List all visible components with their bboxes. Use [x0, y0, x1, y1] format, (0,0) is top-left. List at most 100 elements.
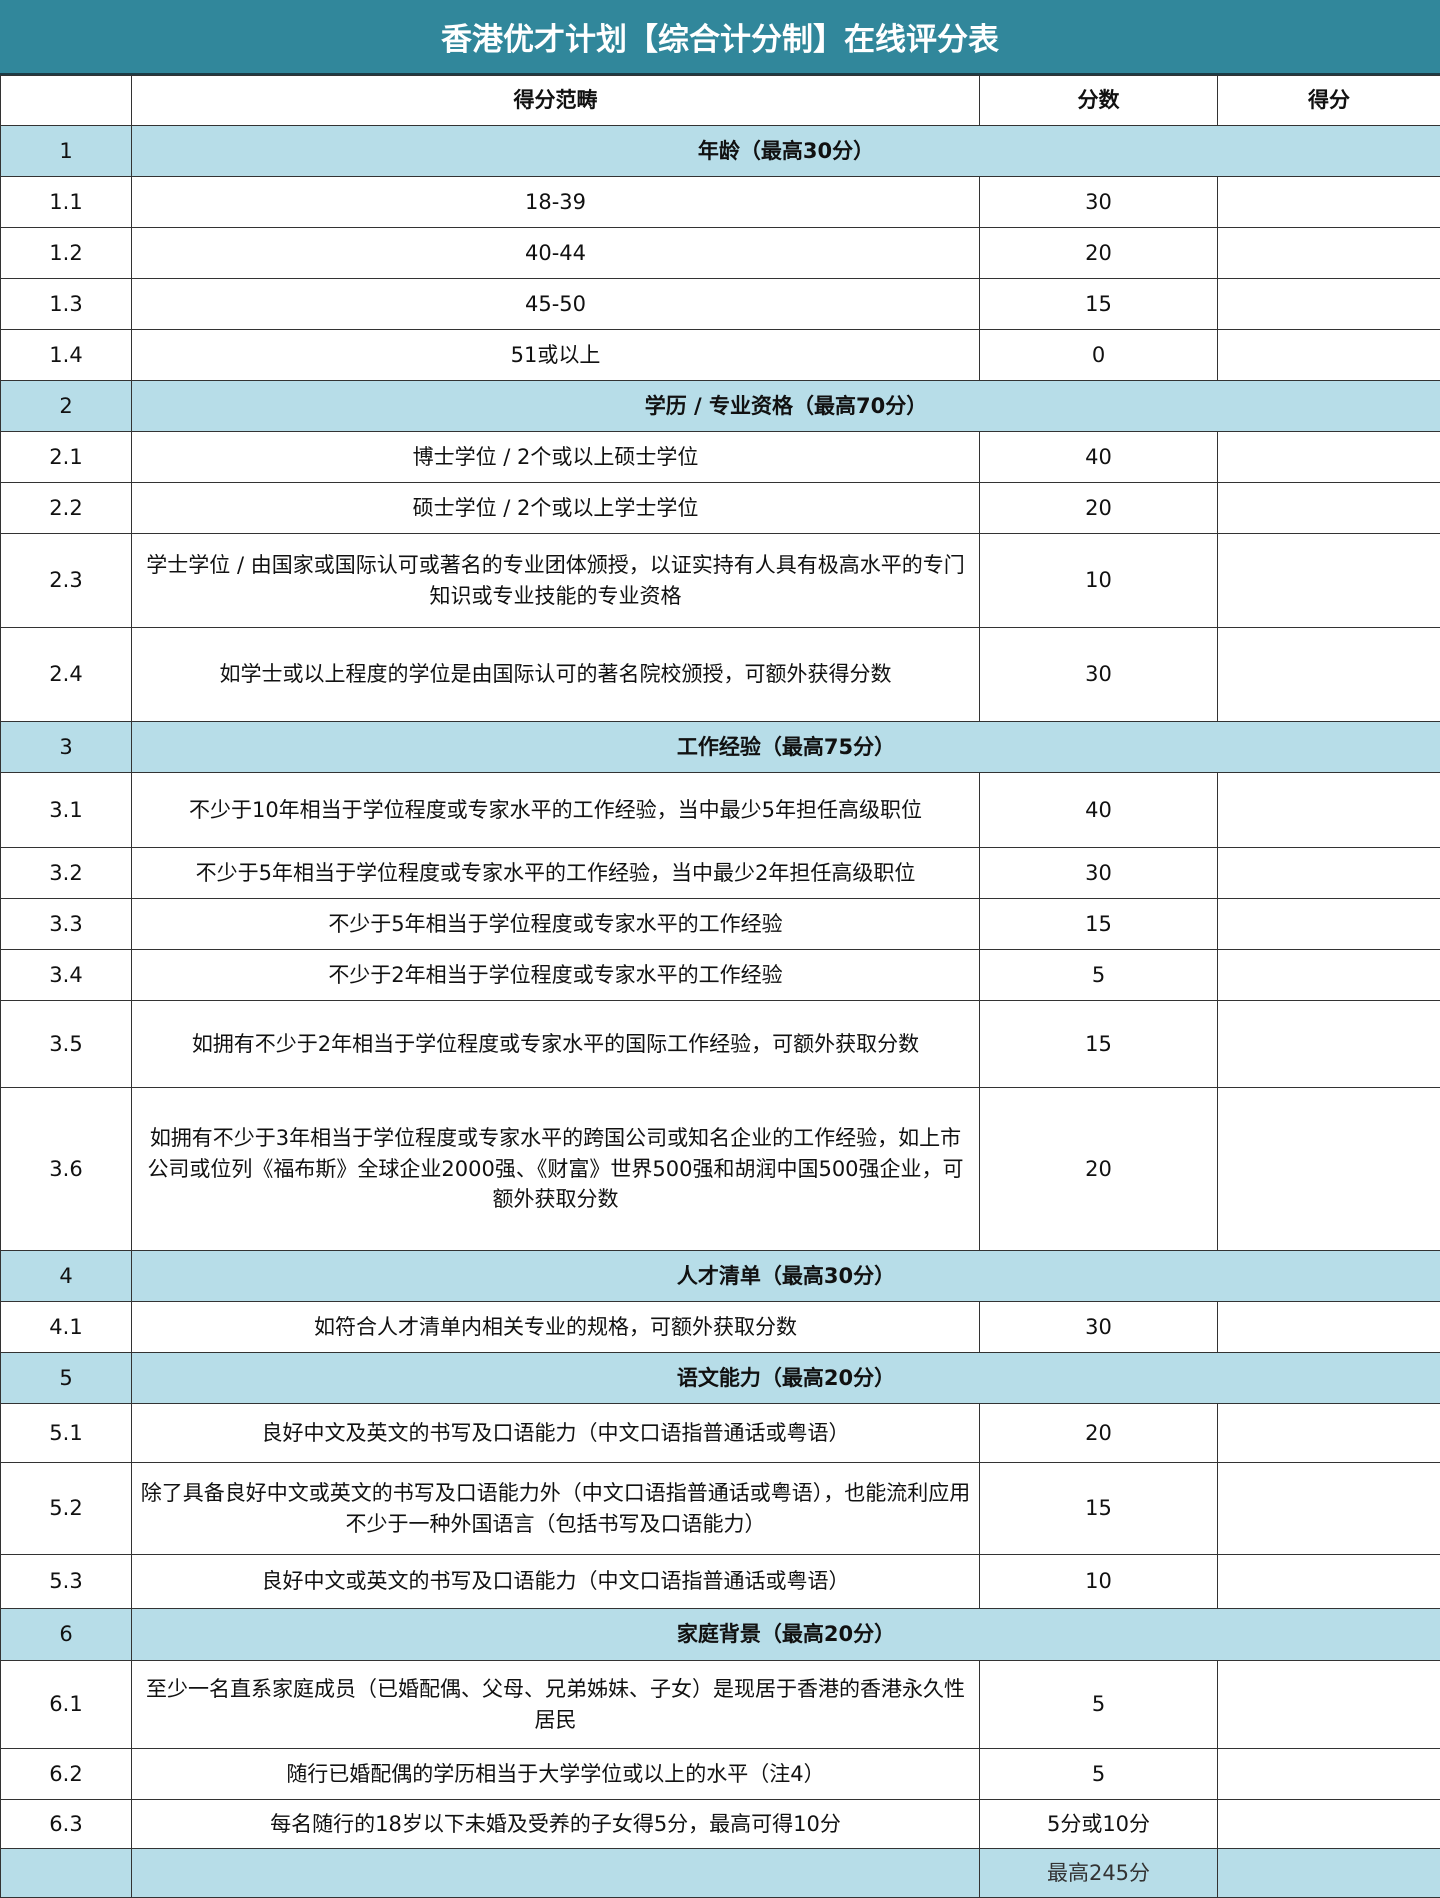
- row-number: 1.2: [1, 228, 132, 279]
- row-category: 年龄（最高30分）: [132, 126, 1440, 177]
- row-number: 1.4: [1, 330, 132, 381]
- score-cell[interactable]: [1218, 1749, 1440, 1800]
- score-cell[interactable]: [1218, 1661, 1440, 1749]
- header-category: 得分范畴: [132, 76, 980, 126]
- score-cell[interactable]: [1218, 483, 1440, 534]
- row-points: 15: [980, 1001, 1218, 1088]
- row-number: 3.2: [1, 848, 132, 899]
- row-points: 5: [980, 950, 1218, 1001]
- score-cell[interactable]: [1218, 1849, 1440, 1898]
- score-cell[interactable]: [1218, 177, 1440, 228]
- total-row: 最高245分: [1, 1849, 1440, 1898]
- row-category: 如学士或以上程度的学位是由国际认可的著名院校颁授，可额外获得分数: [132, 628, 980, 722]
- row-category: 45-50: [132, 279, 980, 330]
- score-cell[interactable]: [1218, 1001, 1440, 1088]
- row-number: 3: [1, 722, 132, 773]
- row-points: 30: [980, 177, 1218, 228]
- row-number: 2.3: [1, 534, 132, 628]
- row-points: 40: [980, 432, 1218, 483]
- row-category: 除了具备良好中文或英文的书写及口语能力外（中文口语指普通话或粤语），也能流利应用…: [132, 1463, 980, 1555]
- score-cell[interactable]: [1218, 1800, 1440, 1849]
- page-title: 香港优才计划【综合计分制】在线评分表: [0, 0, 1440, 75]
- row-points: 30: [980, 628, 1218, 722]
- row-category: 51或以上: [132, 330, 980, 381]
- score-cell[interactable]: [1218, 1463, 1440, 1555]
- row-points: 20: [980, 483, 1218, 534]
- row-category: 随行已婚配偶的学历相当于大学学位或以上的水平（注4）: [132, 1749, 980, 1800]
- row-category: 不少于5年相当于学位程度或专家水平的工作经验: [132, 899, 980, 950]
- row-number: 3.4: [1, 950, 132, 1001]
- score-cell[interactable]: [1218, 1555, 1440, 1609]
- row-number: 5: [1, 1353, 132, 1404]
- score-cell[interactable]: [1218, 950, 1440, 1001]
- table-header: 得分范畴 分数 得分: [1, 76, 1440, 126]
- row-category: 18-39: [132, 177, 980, 228]
- row-points: 15: [980, 899, 1218, 950]
- row-category: 博士学位 / 2个或以上硕士学位: [132, 432, 980, 483]
- score-cell[interactable]: [1218, 1302, 1440, 1353]
- row-number: 1.1: [1, 177, 132, 228]
- row-number: 2.2: [1, 483, 132, 534]
- row-points: 20: [980, 1404, 1218, 1463]
- row-category: 如拥有不少于3年相当于学位程度或专家水平的跨国公司或知名企业的工作经验，如上市公…: [132, 1088, 980, 1251]
- row-number: 5.2: [1, 1463, 132, 1555]
- row-points: 30: [980, 1302, 1218, 1353]
- row-points: 20: [980, 1088, 1218, 1251]
- row-points: 30: [980, 848, 1218, 899]
- row-number: 3.3: [1, 899, 132, 950]
- score-cell[interactable]: [1218, 228, 1440, 279]
- row-points: 15: [980, 279, 1218, 330]
- row-points: 40: [980, 773, 1218, 848]
- row-category: 如拥有不少于2年相当于学位程度或专家水平的国际工作经验，可额外获取分数: [132, 1001, 980, 1088]
- row-category: 不少于10年相当于学位程度或专家水平的工作经验，当中最少5年担任高级职位: [132, 773, 980, 848]
- row-category: 学历 / 专业资格（最高70分）: [132, 381, 1440, 432]
- score-cell[interactable]: [1218, 628, 1440, 722]
- row-category: 学士学位 / 由国家或国际认可或著名的专业团体颁授，以证实持有人具有极高水平的专…: [132, 534, 980, 628]
- header-points: 分数: [980, 76, 1218, 126]
- row-number: 1: [1, 126, 132, 177]
- score-cell[interactable]: [1218, 534, 1440, 628]
- score-cell[interactable]: [1218, 1404, 1440, 1463]
- score-cell[interactable]: [1218, 279, 1440, 330]
- row-number: 3.5: [1, 1001, 132, 1088]
- row-category: 家庭背景（最高20分）: [132, 1609, 1440, 1661]
- row-points: 10: [980, 1555, 1218, 1609]
- score-cell[interactable]: [1218, 773, 1440, 848]
- score-cell[interactable]: [1218, 1088, 1440, 1251]
- row-category: 每名随行的18岁以下未婚及受养的子女得5分，最高可得10分: [132, 1800, 980, 1849]
- row-number: 5.1: [1, 1404, 132, 1463]
- row-category: 至少一名直系家庭成员（已婚配偶、父母、兄弟姊妹、子女）是现居于香港的香港永久性居…: [132, 1661, 980, 1749]
- row-points: 20: [980, 228, 1218, 279]
- score-cell[interactable]: [1218, 899, 1440, 950]
- row-number: 5.3: [1, 1555, 132, 1609]
- row-number: [1, 1849, 132, 1898]
- row-number: 2.4: [1, 628, 132, 722]
- score-cell[interactable]: [1218, 330, 1440, 381]
- row-points: 5: [980, 1749, 1218, 1800]
- score-cell[interactable]: [1218, 848, 1440, 899]
- row-number: 3.1: [1, 773, 132, 848]
- row-number: 6.2: [1, 1749, 132, 1800]
- score-cell[interactable]: [1218, 432, 1440, 483]
- row-points: 5分或10分: [980, 1800, 1218, 1849]
- row-number: 3.6: [1, 1088, 132, 1251]
- row-number: 6: [1, 1609, 132, 1661]
